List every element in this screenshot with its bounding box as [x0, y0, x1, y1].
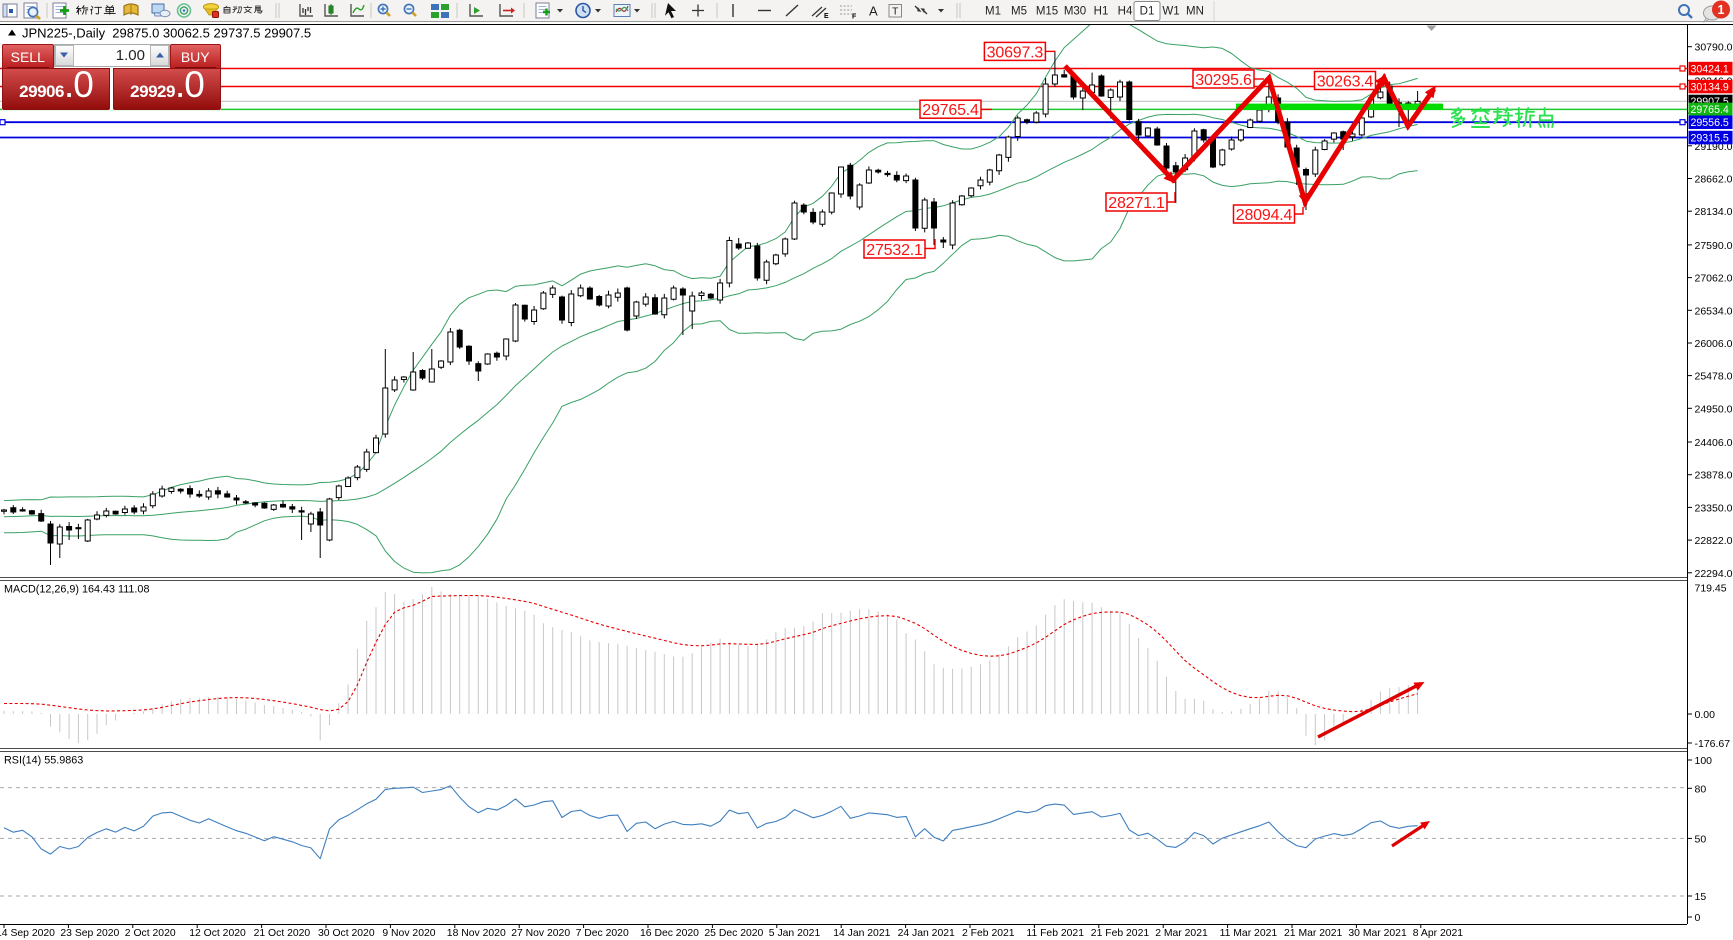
svg-text:100: 100	[1695, 755, 1713, 767]
svg-text:24950.0: 24950.0	[1695, 403, 1733, 415]
svg-text:MN: MN	[1186, 6, 1204, 18]
svg-text:27532.1: 27532.1	[866, 242, 923, 259]
svg-text:29765.4: 29765.4	[922, 102, 979, 119]
svg-text:30 Oct 2020: 30 Oct 2020	[318, 928, 375, 939]
svg-text:12 Oct 2020: 12 Oct 2020	[189, 928, 246, 939]
svg-text:26006.0: 26006.0	[1695, 338, 1733, 350]
svg-text:21 Mar 2021: 21 Mar 2021	[1284, 928, 1343, 939]
svg-text:H4: H4	[1118, 6, 1133, 18]
svg-text:30134.9: 30134.9	[1691, 81, 1729, 93]
svg-text:21 Oct 2020: 21 Oct 2020	[254, 928, 311, 939]
svg-text:28662.0: 28662.0	[1695, 174, 1733, 186]
svg-text:25 Dec 2020: 25 Dec 2020	[704, 928, 763, 939]
svg-text:30263.4: 30263.4	[1317, 74, 1374, 91]
svg-text:27062.0: 27062.0	[1695, 273, 1733, 285]
svg-text:26534.0: 26534.0	[1695, 305, 1733, 317]
svg-text:F: F	[852, 14, 857, 21]
svg-text:M15: M15	[1036, 6, 1058, 18]
svg-text:23878.0: 23878.0	[1695, 470, 1733, 482]
svg-text:28271.1: 28271.1	[1108, 195, 1165, 212]
svg-text:29556.5: 29556.5	[1691, 117, 1729, 129]
svg-text:JPN225-,Daily 29875.0 30062.5: JPN225-,Daily 29875.0 30062.5 29737.5 29…	[22, 26, 311, 41]
svg-text:0: 0	[1695, 912, 1701, 924]
svg-text:11 Feb 2021: 11 Feb 2021	[1026, 928, 1084, 939]
svg-text:2 Feb 2021: 2 Feb 2021	[962, 928, 1015, 939]
svg-text:24 Jan 2021: 24 Jan 2021	[898, 928, 955, 939]
svg-text:80: 80	[1695, 783, 1707, 795]
svg-text:9 Nov 2020: 9 Nov 2020	[382, 928, 435, 939]
svg-text:719.45: 719.45	[1695, 583, 1727, 595]
svg-text:H1: H1	[1094, 6, 1109, 18]
svg-text:5 Jan 2021: 5 Jan 2021	[769, 928, 821, 939]
svg-text:22294.0: 22294.0	[1695, 568, 1733, 580]
svg-text:14 Jan 2021: 14 Jan 2021	[833, 928, 890, 939]
svg-text:30697.3: 30697.3	[987, 44, 1044, 61]
svg-text:29315.5: 29315.5	[1691, 132, 1729, 144]
svg-text:21 Feb 2021: 21 Feb 2021	[1091, 928, 1150, 939]
svg-text:2 Mar 2021: 2 Mar 2021	[1155, 928, 1208, 939]
svg-text:23 Sep 2020: 23 Sep 2020	[60, 928, 119, 939]
svg-text:28094.4: 28094.4	[1236, 207, 1293, 224]
svg-text:11 Mar 2021: 11 Mar 2021	[1220, 928, 1278, 939]
svg-text:M5: M5	[1011, 6, 1027, 18]
svg-text:M1: M1	[985, 6, 1001, 18]
svg-text:M30: M30	[1064, 6, 1086, 18]
svg-text:18 Nov 2020: 18 Nov 2020	[447, 928, 506, 939]
svg-text:RSI(14) 55.9863: RSI(14) 55.9863	[4, 755, 83, 767]
svg-text:W1: W1	[1162, 6, 1179, 18]
svg-text:22822.0: 22822.0	[1695, 535, 1733, 547]
svg-text:8 Apr 2021: 8 Apr 2021	[1413, 928, 1463, 939]
svg-text:A: A	[869, 4, 878, 19]
svg-text:30424.1: 30424.1	[1691, 63, 1729, 75]
svg-text:24406.0: 24406.0	[1695, 437, 1733, 449]
svg-text:30295.6: 30295.6	[1195, 72, 1252, 89]
svg-text:30 Mar 2021: 30 Mar 2021	[1348, 928, 1407, 939]
svg-text:MACD(12,26,9) 164.43 111.08: MACD(12,26,9) 164.43 111.08	[4, 584, 149, 596]
svg-text:D1: D1	[1140, 6, 1155, 18]
svg-text:27 Nov 2020: 27 Nov 2020	[511, 928, 570, 939]
svg-text:1: 1	[1718, 3, 1725, 17]
svg-text:14 Sep 2020: 14 Sep 2020	[0, 928, 55, 939]
svg-text:23350.0: 23350.0	[1695, 502, 1733, 514]
svg-text:7 Dec 2020: 7 Dec 2020	[576, 928, 629, 939]
svg-text:15: 15	[1695, 891, 1707, 903]
svg-text:2 Oct 2020: 2 Oct 2020	[125, 928, 176, 939]
svg-text:29765.4: 29765.4	[1691, 104, 1729, 116]
svg-text:T: T	[892, 6, 899, 18]
svg-text:27590.0: 27590.0	[1695, 240, 1733, 252]
svg-text:50: 50	[1695, 833, 1707, 845]
svg-text:25478.0: 25478.0	[1695, 371, 1733, 383]
svg-text:0.00: 0.00	[1695, 709, 1716, 721]
svg-text:-176.67: -176.67	[1695, 738, 1731, 750]
svg-text:28134.0: 28134.0	[1695, 206, 1733, 218]
svg-text:30790.0: 30790.0	[1695, 42, 1733, 54]
svg-text:16 Dec 2020: 16 Dec 2020	[640, 928, 699, 939]
svg-text:E: E	[824, 13, 829, 20]
